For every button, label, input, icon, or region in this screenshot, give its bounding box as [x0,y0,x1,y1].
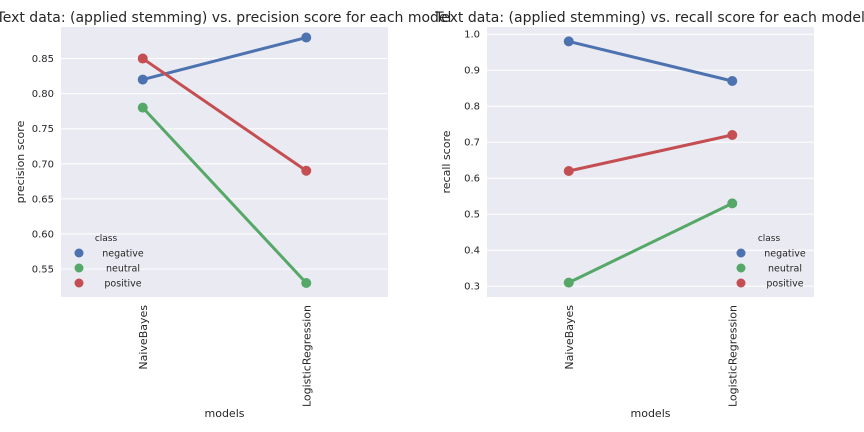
legend-marker-neutral [74,263,84,273]
plot-area [61,27,388,297]
data-point-positive [137,53,148,64]
y-tick-label: 0.75 [32,124,54,135]
legend-label: neutral [106,264,140,275]
legend-label: negative [764,249,806,260]
series-line-positive [141,57,308,173]
legend-title: class [758,234,781,244]
x-tick-label: LogisticRegression [300,305,313,407]
legend-title: class [95,234,118,244]
data-point-negative [563,36,574,47]
chart-panel-precision: 0.55 0.60 0.65 0.70 0.75 0.80 0.85 NaiveBayes Lo… [0,10,451,420]
legend: class negative neutral positive [736,234,806,290]
y-tick-label: 0.65 [32,194,54,205]
data-point-positive [301,165,312,176]
data-point-neutral [301,277,312,288]
legend-label: positive [766,279,803,290]
x-tick-label: NaiveBayes [137,305,150,370]
series-line-neutral [567,201,734,285]
legend-marker-positive [736,278,746,288]
series-line-neutral [141,106,308,285]
chart-title: Text data: (applied stemming) vs. recall… [434,10,864,26]
legend-marker-negative [74,248,84,258]
y-tick-label: 0.6 [464,174,480,185]
data-point-negative [727,76,738,86]
y-axis-label: recall score [440,130,453,193]
data-point-positive [727,130,738,140]
chart-title: Text data: (applied stemming) vs. precis… [0,10,451,26]
chart-panel-recall: 0.3 0.4 0.5 0.6 0.7 0.8 0.9 1.0 NaiveBayes Logist… [434,10,864,420]
legend-marker-positive [74,278,84,288]
y-tick-label: 0.85 [32,54,54,65]
legend: class negative neutral positive [74,234,144,290]
y-tick-label: 0.70 [32,159,54,170]
data-point-neutral [563,277,574,288]
y-tick-label: 0.55 [32,264,54,275]
data-point-negative [137,74,148,85]
data-point-negative [301,32,312,43]
x-tick-label: NaiveBayes [563,305,576,370]
legend-marker-negative [736,248,746,258]
y-tick-label: 0.80 [32,89,54,100]
series-line-negative [567,39,734,83]
data-point-neutral [137,102,148,113]
y-tick-label: 1.0 [464,30,480,41]
legend-label: positive [104,279,141,290]
plot-area [487,27,814,297]
x-tick-label: LogisticRegression [726,305,739,407]
series-line-positive [567,133,734,173]
y-axis-label: precision score [14,120,27,203]
y-tick-label: 0.9 [464,66,480,77]
series-line-negative [141,36,308,82]
legend-label: negative [102,249,144,260]
legend-label: neutral [768,264,802,275]
legend-marker-neutral [736,263,746,273]
y-tick-label: 0.3 [464,282,480,293]
x-axis-label: models [205,407,245,420]
y-tick-label: 0.7 [464,138,480,149]
y-tick-label: 0.5 [464,210,480,221]
y-tick-label: 0.60 [32,229,54,240]
y-tick-label: 0.4 [464,246,480,257]
x-axis-label: models [631,407,671,420]
y-tick-label: 0.8 [464,102,480,113]
data-point-neutral [727,198,738,209]
data-point-positive [563,166,574,176]
